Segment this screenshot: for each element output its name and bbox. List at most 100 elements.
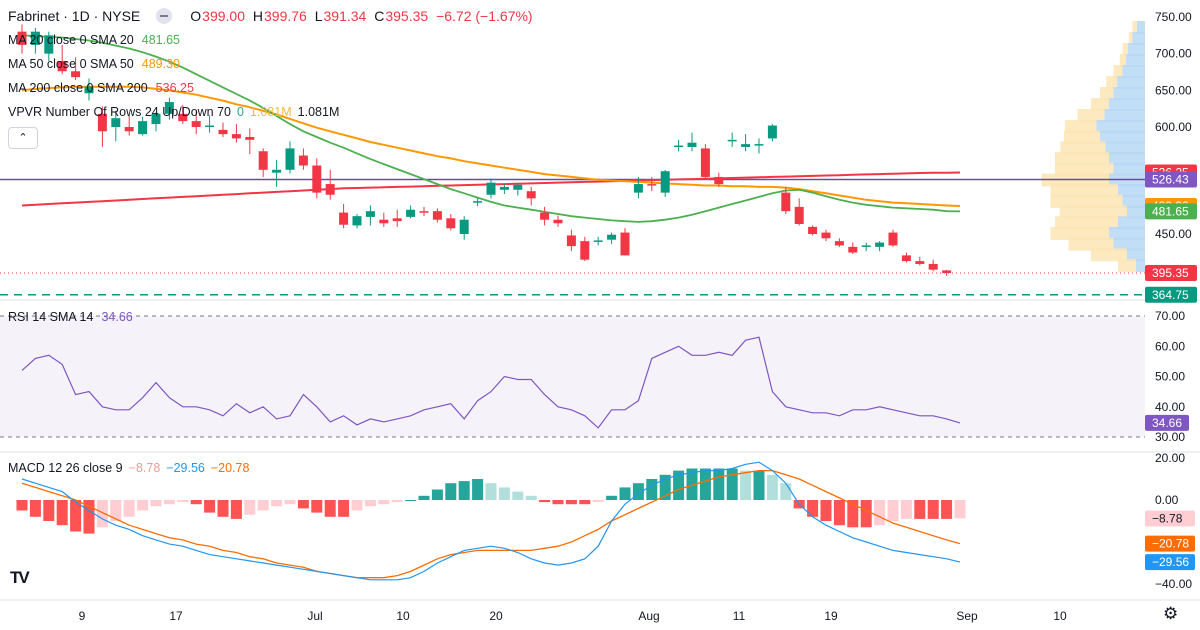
vp-down-bar: [1104, 109, 1145, 122]
vp-up-bar: [1064, 120, 1097, 133]
macd-hist-bar: [941, 500, 953, 519]
candle-body: [191, 121, 201, 127]
ma200-legend[interactable]: MA 200 close 0 SMA 200 536.25: [8, 81, 194, 95]
candle-body: [526, 191, 536, 199]
macd-hist-bar: [83, 500, 95, 534]
price-tick-label: 600.00: [1155, 120, 1192, 134]
candle-body: [741, 144, 751, 147]
time-tick-label: 10: [1053, 609, 1067, 623]
macd-hist-bar: [230, 500, 242, 519]
time-tick-label: 10: [396, 609, 410, 623]
price-tick-label: 450.00: [1155, 227, 1192, 241]
candle-body: [111, 118, 121, 127]
candle-body: [392, 218, 402, 222]
vp-down-bar: [1117, 76, 1145, 89]
macd-hist-bar: [619, 487, 631, 500]
macd-hist-bar: [271, 500, 283, 507]
chevron-up-icon[interactable]: ⌃: [8, 127, 38, 149]
vp-up-bar: [1068, 237, 1114, 251]
candle-body: [459, 219, 469, 234]
price-label-badge: [1145, 264, 1197, 281]
vp-down-bar: [1109, 98, 1145, 111]
macd-hist-bar: [900, 500, 912, 519]
macd-hist-bar: [364, 500, 376, 507]
price-label-text: 481.65: [1152, 204, 1189, 218]
ma20-value: 481.65: [141, 33, 180, 47]
price-tick-label: 750.00: [1155, 10, 1192, 24]
macd-hist-bar: [43, 500, 55, 521]
ma20-legend[interactable]: MA 20 close 0 SMA 20 481.65: [8, 33, 180, 47]
vp-up-bar: [1128, 32, 1133, 45]
macd-hist-bar: [96, 500, 108, 528]
price-label-text: 395.35: [1152, 266, 1189, 280]
macd-hist-bar: [659, 474, 671, 500]
vp-up-bar: [1106, 76, 1118, 89]
macd-legend[interactable]: MACD 12 26 close 9 −8.78 −29.56 −20.78: [8, 461, 250, 475]
vp-down-bar: [1136, 21, 1145, 34]
macd-hist-bar: [699, 468, 711, 500]
candle-body: [566, 235, 576, 247]
macd-hist-bar: [847, 500, 859, 528]
macd-hist-bar: [458, 481, 470, 500]
candle-body: [352, 216, 362, 226]
candle-body: [339, 212, 349, 225]
macd-hist-bar: [391, 500, 403, 503]
rsi-legend[interactable]: RSI 14 SMA 14 34.66: [8, 310, 133, 324]
macd-hist-bar: [646, 479, 658, 500]
time-tick-label: 9: [79, 609, 86, 623]
time-tick-label: Jul: [307, 609, 322, 623]
macd-hist-bar: [512, 491, 524, 500]
candle-body: [164, 102, 174, 114]
tradingview-logo[interactable]: TV: [10, 568, 30, 587]
vp-up-bar: [1091, 98, 1109, 111]
macd-hist-bar: [914, 500, 926, 519]
candle-body: [298, 155, 308, 166]
candle-body: [593, 240, 603, 242]
vp-down-bar: [1122, 194, 1145, 208]
macd-hist-bar: [833, 500, 845, 526]
candle-body: [861, 245, 871, 247]
vp-up-bar: [1050, 194, 1123, 208]
macd-hist-bar: [190, 500, 202, 505]
ma200-value: 536.25: [155, 81, 194, 95]
macd-hist-bar: [163, 500, 175, 505]
candle-body: [540, 212, 550, 220]
macd-hist-bar: [297, 500, 309, 509]
vpvr-legend[interactable]: VPVR Number Of Rows 24 Up/Down 70 0 1.08…: [8, 105, 340, 119]
macd-hist-bar: [150, 500, 162, 507]
time-tick-label: 20: [489, 609, 503, 623]
macd-hist-bar: [632, 483, 644, 500]
rsi-tick-label: 70.00: [1155, 309, 1185, 323]
vp-up-bar: [1060, 141, 1106, 155]
candle-body: [446, 218, 456, 229]
macd-hist-bar: [740, 470, 752, 500]
candle-body: [821, 232, 831, 239]
visibility-toggle-icon[interactable]: [156, 8, 173, 24]
macd-hist-bar: [472, 479, 484, 500]
sma50-line: [21, 85, 961, 207]
price-label-badge: [1145, 171, 1197, 188]
macd-hist-bar: [56, 500, 68, 526]
change-value: −6.72 (−1.67%): [436, 8, 533, 24]
rsi-tick-label: 60.00: [1155, 339, 1185, 353]
candle-body: [660, 171, 670, 193]
macd-tick-label: −40.00: [1155, 577, 1192, 591]
vp-up-bar: [1055, 152, 1109, 166]
macd-hist-bar: [713, 468, 725, 500]
candle-body: [245, 136, 255, 140]
vp-down-bar: [1118, 216, 1145, 230]
candle-body: [808, 226, 818, 234]
macd-badge-text: −29.56: [1152, 555, 1189, 569]
macd-hist-bar: [16, 500, 28, 511]
gear-icon[interactable]: ⚙: [1163, 604, 1179, 623]
vp-up-bar: [1091, 248, 1127, 262]
macd-hist-bar: [860, 500, 872, 528]
low-value: 391.34: [323, 8, 367, 24]
ma50-legend[interactable]: MA 50 close 0 SMA 50 489.30: [8, 57, 180, 71]
macd-tick-label: 0.00: [1155, 493, 1179, 507]
vp-down-bar: [1113, 237, 1145, 251]
price-label-text: 364.75: [1152, 288, 1189, 302]
price-tick-label: 650.00: [1155, 83, 1192, 97]
vp-down-bar: [1127, 43, 1145, 56]
